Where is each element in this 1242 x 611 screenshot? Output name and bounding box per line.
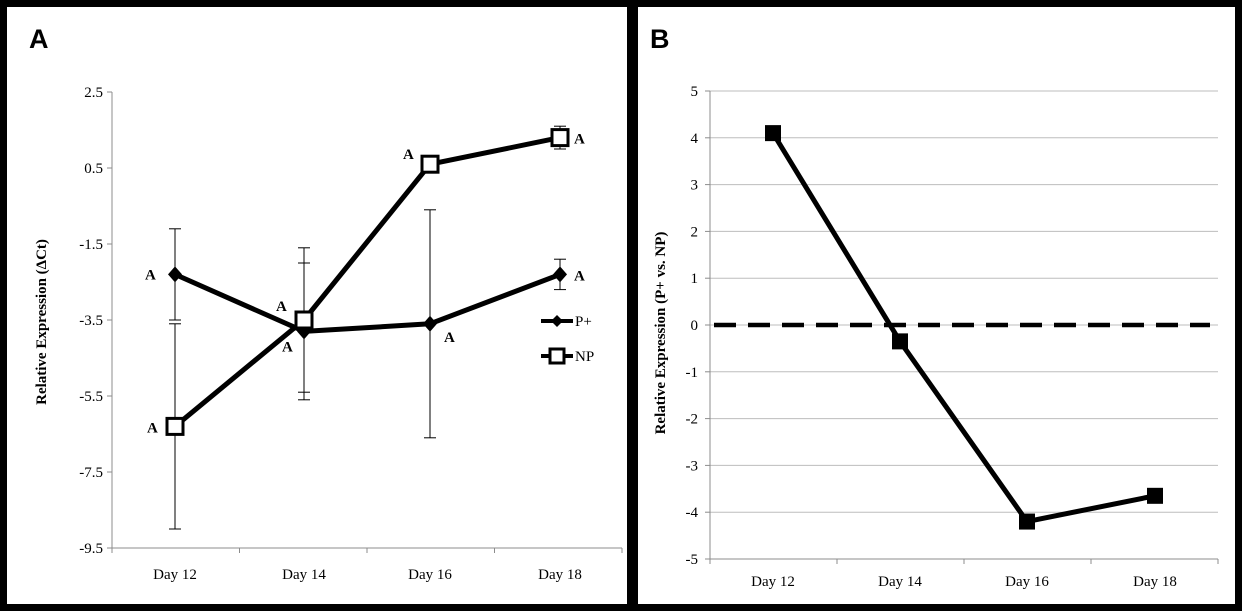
panel-a-y-tick-label: -3.5 — [79, 313, 103, 329]
panel-b: B 5 4 3 2 1 0 -1 -2 -3 -4 -5 Day 12 Day 14 Day 16 Day … — [631, 0, 1242, 611]
panel-b-y-tick-label: 4 — [691, 131, 699, 147]
panel-a-significance-label: A — [276, 299, 287, 315]
panel-b-series-line — [770, 131, 1156, 525]
panel-a-x-tick-label: Day 12 — [153, 567, 197, 583]
panel-b-ylabel: Relative Expression (P+ vs. NP) — [653, 232, 669, 435]
panel-a-markers — [165, 128, 570, 436]
panel-a-y-tick-label: -7.5 — [79, 465, 103, 481]
panel-b-series-lines — [770, 131, 1156, 525]
panel-a-significance-label: A — [574, 268, 585, 284]
panel-a-significance-label: A — [147, 420, 158, 436]
panel-a-legend-label: P+ — [575, 314, 592, 330]
panel-b-y-tick-label: -1 — [686, 365, 699, 381]
panel-a-legend-marker-pplus — [551, 315, 563, 327]
panel-a-significance-labels: A A A A A A A A — [145, 132, 585, 437]
panel-a-significance-label: A — [574, 132, 585, 148]
panel-a-marker-np — [294, 310, 314, 330]
panel-b-x-tick-label: Day 16 — [1005, 574, 1049, 590]
panel-a-x-tick-label: Day 18 — [538, 567, 582, 583]
panel-a-legend: P+ NP — [541, 314, 594, 365]
panel-a-significance-label: A — [145, 267, 156, 283]
panel-a-significance-label: A — [403, 147, 414, 163]
panel-a-legend-marker-np — [548, 347, 566, 365]
panel-b-marker — [1147, 487, 1163, 504]
panel-a-ylabel: Relative Expression (ΔCt) — [34, 239, 50, 405]
panel-a-marker-np — [420, 154, 440, 174]
panel-b-y-tick-label: 5 — [691, 84, 699, 100]
panel-a: A 2.5 0.5 -1.5 -3.5 -5.5 -7.5 -9.5 Day 12 Day 14… — [0, 0, 634, 611]
panel-b-x-tick-label: Day 12 — [751, 574, 795, 590]
panel-a-marker-pplus — [553, 266, 567, 283]
panel-a-y-tick-label: -9.5 — [79, 541, 103, 557]
panel-a-letter: A — [29, 24, 49, 54]
panel-a-marker-np — [165, 416, 185, 436]
panel-b-ylabel-group: Relative Expression (P+ vs. NP) — [653, 232, 669, 435]
panel-b-frame — [631, 0, 1242, 611]
panel-a-x-tick-label: Day 14 — [282, 567, 326, 583]
panel-a-marker-np — [550, 128, 570, 148]
panel-a-legend-label: NP — [575, 349, 594, 365]
panel-a-y-tick-label: 0.5 — [84, 161, 103, 177]
panel-a-series-line-np — [173, 135, 561, 429]
panel-a-y-tick-label: 2.5 — [84, 85, 103, 101]
panel-b-x-tick-label: Day 18 — [1133, 574, 1177, 590]
panel-a-marker-pplus — [168, 266, 182, 283]
panel-a-x-tick-label: Day 16 — [408, 567, 452, 583]
panel-a-series-lines — [173, 135, 561, 429]
panel-a-significance-label: A — [444, 330, 455, 346]
panel-b-y-tick-label: 3 — [691, 178, 699, 194]
panel-b-y-tick-label: -2 — [686, 412, 699, 428]
panel-b-y-tick-label: -5 — [686, 552, 699, 568]
panel-a-axes: 2.5 0.5 -1.5 -3.5 -5.5 -7.5 -9.5 Day 12 Day 14 Da… — [79, 85, 623, 583]
panel-a-ylabel-group: Relative Expression (ΔCt) — [34, 239, 50, 405]
panel-b-x-tick-label: Day 14 — [878, 574, 922, 590]
panel-b-y-tick-label: -4 — [686, 505, 699, 521]
panel-b-y-tick-label: -3 — [686, 458, 699, 474]
panel-b-y-tick-label: 2 — [691, 224, 699, 240]
panel-a-y-tick-label: -5.5 — [79, 389, 103, 405]
panel-a-series-line-pplus — [173, 272, 561, 334]
panel-b-y-tick-label: 0 — [691, 318, 699, 334]
panel-b-marker — [892, 333, 908, 350]
panel-b-letter: B — [650, 24, 670, 54]
panel-a-significance-label: A — [282, 339, 293, 355]
panel-b-markers — [765, 125, 1163, 530]
panel-a-y-tick-label: -1.5 — [79, 237, 103, 253]
panel-a-marker-pplus — [423, 315, 437, 332]
panel-b-marker — [1019, 513, 1035, 530]
panel-b-marker — [765, 125, 781, 142]
panel-b-y-tick-label: 1 — [691, 271, 699, 287]
